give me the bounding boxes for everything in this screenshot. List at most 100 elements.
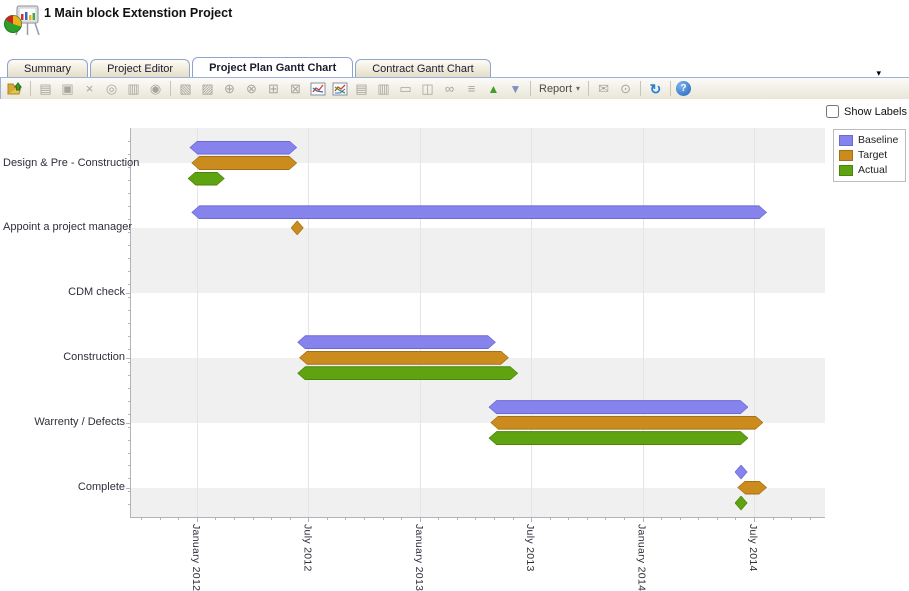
x-axis-major-tick bbox=[754, 517, 756, 522]
x-axis-minor-tick bbox=[605, 517, 607, 520]
y-axis-minor-tick bbox=[128, 374, 131, 376]
x-axis-minor-tick bbox=[215, 517, 217, 520]
y-axis-major-tick bbox=[126, 357, 131, 359]
x-axis-tick-label: January 2013 bbox=[412, 524, 425, 591]
x-axis-minor-tick bbox=[159, 517, 161, 520]
gridline bbox=[419, 128, 421, 517]
x-axis-minor-tick bbox=[512, 517, 514, 520]
show-labels-checkbox[interactable] bbox=[826, 105, 839, 118]
gantt-bar-fill bbox=[192, 157, 296, 169]
delete-icon[interactable]: × bbox=[80, 79, 99, 98]
chart-monitor-icon[interactable]: ▭ bbox=[396, 79, 415, 98]
x-axis-major-tick bbox=[642, 517, 644, 522]
gantt-chart: January 2012 July 2012 January 2013 July 20… bbox=[3, 128, 825, 591]
toolbar: ▤ ▣ × ◎ ▥ ◉ ▧ ▨ ⊕ ⊗ ⊞ ⊠ ▤ ▥ ▭ ◫ ∞ ≡ ▲ ▼ Report ▾ ✉ ⊙ ↻? bbox=[0, 77, 909, 99]
gantt-bar-fill bbox=[298, 367, 517, 379]
tab-summary[interactable]: Summary bbox=[7, 59, 89, 77]
tab-project-plan-gantt-chart[interactable]: Project Plan Gantt Chart bbox=[192, 57, 354, 77]
report-dropdown[interactable]: Report ▾ bbox=[536, 83, 583, 95]
save-icon[interactable]: ▣ bbox=[58, 79, 77, 98]
refresh-icon[interactable]: ↻ bbox=[646, 79, 665, 98]
gantt-bar-fill bbox=[190, 142, 296, 154]
y-axis-minor-tick bbox=[128, 465, 131, 467]
y-axis-major-tick bbox=[126, 292, 131, 294]
x-axis-minor-tick bbox=[549, 517, 551, 520]
legend-item: Target bbox=[839, 149, 898, 161]
y-axis-minor-tick bbox=[128, 283, 131, 285]
legend-swatch-actual bbox=[839, 164, 853, 176]
y-axis-major-tick bbox=[126, 422, 131, 424]
x-axis-minor-tick bbox=[345, 517, 347, 520]
y-axis-minor-tick bbox=[128, 231, 131, 233]
y-axis-minor-tick bbox=[128, 205, 131, 207]
y-axis-minor-tick bbox=[128, 361, 131, 363]
y-axis-minor-tick bbox=[128, 153, 131, 155]
zero-box-icon[interactable]: ◎ bbox=[102, 79, 121, 98]
y-axis-minor-tick bbox=[128, 244, 131, 246]
tab-overflow-icon[interactable]: ▾ bbox=[870, 67, 887, 80]
tab-project-editor[interactable]: Project Editor bbox=[90, 59, 191, 77]
x-axis-tick-label: January 2014 bbox=[635, 524, 648, 591]
x-axis-minor-tick bbox=[271, 517, 273, 520]
show-labels-control[interactable]: Show Labels bbox=[826, 105, 907, 118]
x-axis-minor-tick bbox=[475, 517, 477, 520]
y-axis-minor-tick bbox=[128, 335, 131, 337]
new-document-icon[interactable]: ▤ bbox=[36, 79, 55, 98]
toolbar-separator bbox=[530, 81, 531, 96]
find-next-icon[interactable]: ≡ bbox=[462, 79, 481, 98]
schedule-clock-icon[interactable]: ⊙ bbox=[616, 79, 635, 98]
remove-box-icon[interactable]: ⊠ bbox=[286, 79, 305, 98]
briefcase-icon[interactable]: ◫ bbox=[418, 79, 437, 98]
show-labels-label: Show Labels bbox=[844, 105, 907, 118]
x-axis-minor-tick bbox=[494, 517, 496, 520]
y-axis-minor-tick bbox=[128, 218, 131, 220]
chart-print-icon[interactable]: ▥ bbox=[374, 79, 393, 98]
y-axis-minor-tick bbox=[128, 413, 131, 415]
settings-add-icon[interactable]: ⊕ bbox=[220, 79, 239, 98]
toolbar-separator bbox=[170, 81, 171, 96]
task-label: Design & Pre - Construction bbox=[3, 156, 140, 169]
toolbar-separator bbox=[640, 81, 642, 96]
gantt-bar-fill bbox=[189, 173, 224, 185]
milestone-target bbox=[290, 220, 304, 236]
x-axis-minor-tick bbox=[178, 517, 180, 520]
x-axis-minor-tick bbox=[568, 517, 570, 520]
move-down-icon[interactable]: ▼ bbox=[506, 79, 525, 98]
y-axis-minor-tick bbox=[128, 140, 131, 142]
x-axis-minor-tick bbox=[234, 517, 236, 520]
y-axis-minor-tick bbox=[128, 166, 131, 168]
tab-contract-gantt-chart[interactable]: Contract Gantt Chart bbox=[355, 59, 491, 77]
snapshot-icon[interactable]: ▧ bbox=[176, 79, 195, 98]
add-box-icon[interactable]: ⊞ bbox=[264, 79, 283, 98]
chart-save-icon[interactable]: ▤ bbox=[352, 79, 371, 98]
y-axis-major-tick bbox=[126, 487, 131, 489]
x-axis-minor-tick bbox=[326, 517, 328, 520]
gantt-bar-fill bbox=[192, 206, 766, 218]
x-axis-minor-tick bbox=[438, 517, 440, 520]
history-icon[interactable]: ◉ bbox=[146, 79, 165, 98]
find-icon[interactable]: ∞ bbox=[440, 79, 459, 98]
gantt-chart-icon[interactable] bbox=[308, 79, 327, 98]
x-axis-minor-tick bbox=[791, 517, 793, 520]
x-axis-tick-label: July 2013 bbox=[524, 524, 537, 572]
y-axis-minor-tick bbox=[128, 348, 131, 350]
help-icon[interactable]: ? bbox=[676, 81, 692, 96]
task-label: CDM check bbox=[68, 286, 125, 299]
move-up-icon[interactable]: ▲ bbox=[484, 79, 503, 98]
copy-pages-icon[interactable]: ▨ bbox=[198, 79, 217, 98]
legend-swatch-baseline bbox=[839, 134, 853, 146]
x-axis-minor-tick bbox=[772, 517, 774, 520]
open-project-icon[interactable] bbox=[6, 79, 25, 98]
toolbar-separator bbox=[588, 81, 590, 96]
x-axis-tick-label: July 2012 bbox=[301, 524, 314, 572]
app-icon bbox=[4, 3, 42, 42]
x-axis-minor-tick bbox=[698, 517, 700, 520]
gantt-chart-alt-icon[interactable] bbox=[330, 79, 349, 98]
y-axis-major-tick bbox=[126, 163, 131, 164]
gridline bbox=[196, 128, 198, 517]
print-icon[interactable]: ▥ bbox=[124, 79, 143, 98]
x-axis-minor-tick bbox=[624, 517, 626, 520]
milestone-fill bbox=[735, 496, 747, 510]
settings-remove-icon[interactable]: ⊗ bbox=[242, 79, 261, 98]
send-mail-icon[interactable]: ✉ bbox=[594, 79, 613, 98]
